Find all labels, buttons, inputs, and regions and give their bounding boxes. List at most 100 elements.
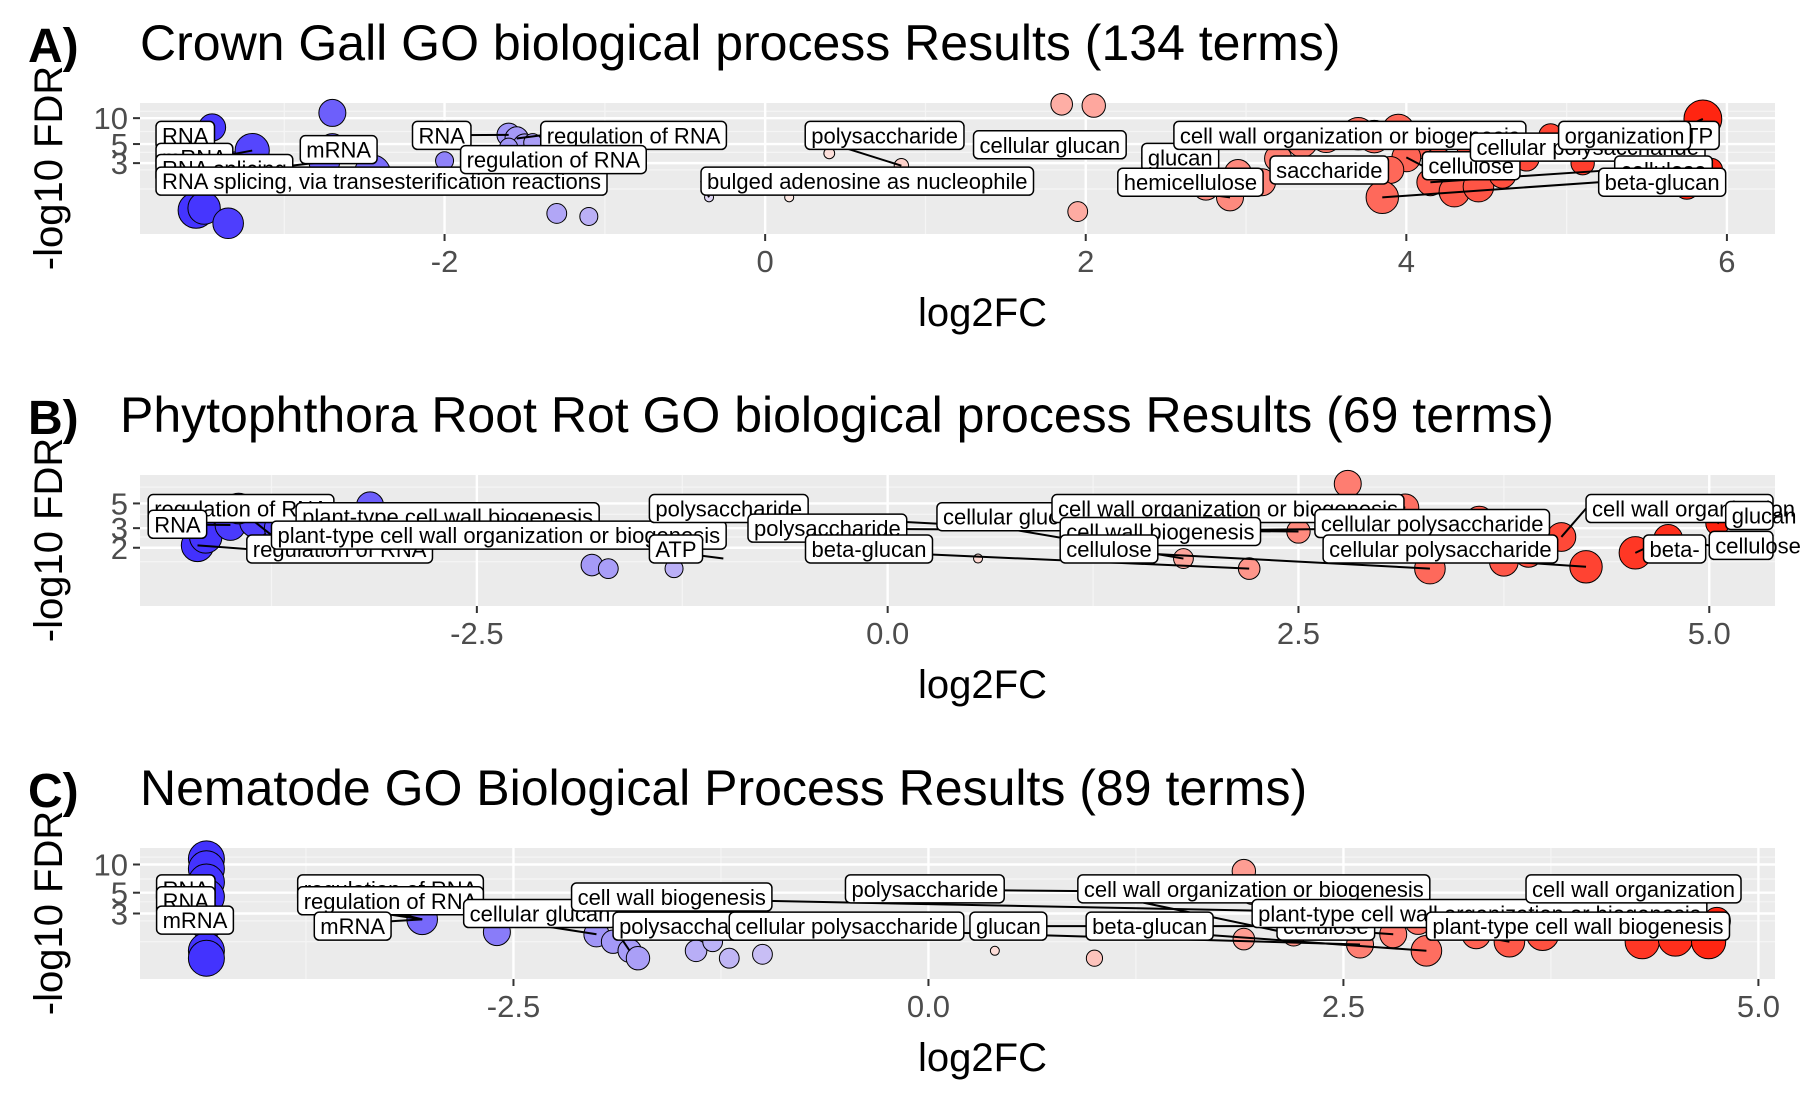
term-label-text: RNA <box>419 123 466 148</box>
term-label-text: beta- <box>1650 537 1700 562</box>
y-tick-label: 10 <box>94 848 128 883</box>
term-label: glucan <box>1724 500 1797 531</box>
term-label-text: polysaccharide <box>811 123 958 148</box>
y-axis-title: -log10 FDR <box>27 438 71 643</box>
x-tick-label: 6 <box>1718 244 1735 279</box>
x-axis-title: log2FC <box>918 291 1047 335</box>
term-label: beta-glucan <box>1085 911 1214 941</box>
y-tick-label: 3 <box>111 511 128 546</box>
data-point <box>1067 201 1089 222</box>
data-point <box>1050 92 1073 116</box>
term-label: RNA <box>411 120 472 151</box>
term-label-box <box>844 874 1005 904</box>
term-label: regulation of RNA <box>539 120 728 151</box>
label-leader-line <box>197 544 247 550</box>
term-label-box <box>1557 120 1692 151</box>
data-point <box>597 558 619 579</box>
term-label-box <box>570 882 773 912</box>
x-tick-label: 0 <box>757 244 774 279</box>
term-label-box <box>155 905 235 935</box>
x-tick-label: -2.5 <box>450 616 503 651</box>
data-point <box>989 945 1000 956</box>
term-label: glucan <box>969 911 1048 941</box>
term-label: plant-type cell wall organization or bio… <box>270 520 727 550</box>
panel-title: Crown Gall GO biological process Results… <box>140 15 1340 71</box>
term-label-text: cellular polysaccharide <box>1321 512 1544 537</box>
term-label-text: cellular polysaccharide <box>735 914 958 939</box>
term-label-box <box>1117 167 1264 197</box>
data-point <box>318 98 347 127</box>
term-label-box <box>972 130 1127 160</box>
data-point <box>579 206 599 226</box>
term-label-text: cell wall biogenesis <box>578 885 766 910</box>
term-label: plant-type cell wall biogenesis <box>1425 911 1731 941</box>
y-tick-label: 2 <box>111 531 128 566</box>
term-label-box <box>1708 530 1774 561</box>
term-label-box <box>648 534 704 564</box>
term-label: mRNA <box>155 905 235 935</box>
term-label-box <box>299 134 378 165</box>
label-leader-line <box>516 134 541 140</box>
term-label: cell wall organization <box>1525 874 1742 904</box>
term-label: bulged adenosine as nucleophile <box>700 166 1035 196</box>
term-label-box <box>969 911 1048 941</box>
term-label: regulation of RNA <box>459 144 647 175</box>
label-leader-line <box>1634 548 1644 554</box>
term-label: regulation of RNA <box>296 886 485 916</box>
term-label: beta- <box>1642 534 1707 564</box>
term-label-text: cell wall organization or biogenesis <box>1180 123 1520 148</box>
y-axis-title: -log10 FDR <box>27 66 71 271</box>
panel-2: -2.5 0.0 2.5 5.0 235 regulation of RNARNAregu… <box>27 387 1800 707</box>
term-label-text: mRNA <box>163 908 228 933</box>
term-label-text: cellulose <box>1715 533 1800 558</box>
term-label-text: beta-glucan <box>1092 914 1207 939</box>
term-label-box <box>1085 911 1214 941</box>
term-label: cell wall organization or biogenesis <box>1077 874 1431 904</box>
term-label-box <box>700 166 1035 196</box>
term-label: cellulose <box>1059 534 1159 564</box>
term-label: cell wall biogenesis <box>570 882 773 912</box>
x-tick-label: 0.0 <box>866 616 909 651</box>
term-label-box <box>1425 911 1731 941</box>
x-tick-label: 2.5 <box>1277 616 1320 651</box>
x-tick-label: 2.5 <box>1322 989 1365 1024</box>
term-label: hemicellulose <box>1117 167 1264 197</box>
x-axis-title: log2FC <box>918 1036 1047 1080</box>
panel-title: Phytophthora Root Rot GO biological proc… <box>120 387 1554 443</box>
term-label: polysaccharide <box>844 874 1005 904</box>
term-label-text: plant-type cell wall organization or bio… <box>277 523 720 548</box>
term-label-text: ATP <box>655 537 696 562</box>
term-label-text: glucan <box>1732 503 1797 528</box>
term-label-box <box>313 911 392 941</box>
term-label-box <box>1322 534 1559 564</box>
term-label: beta-glucan <box>804 534 934 564</box>
x-tick-label: -2.5 <box>487 989 540 1024</box>
term-label: ATP <box>648 534 704 564</box>
term-label-text: plant-type cell wall biogenesis <box>1432 914 1723 939</box>
term-label-box <box>1269 155 1390 185</box>
term-label-text: regulation of RNA <box>547 123 721 148</box>
x-tick-label: 5.0 <box>1737 989 1780 1024</box>
x-tick-label: 2 <box>1077 244 1094 279</box>
x-tick-label: 0.0 <box>907 989 950 1024</box>
term-label-box <box>459 144 647 175</box>
data-point <box>1333 469 1362 498</box>
data-point <box>546 203 568 224</box>
term-label-box <box>804 534 934 564</box>
term-label-box <box>1724 500 1774 531</box>
term-label-box <box>804 120 965 151</box>
y-tick-label: 5 <box>111 876 128 911</box>
data-point <box>752 943 773 965</box>
term-label: mRNA <box>313 911 392 941</box>
term-label: cellular glucan <box>972 130 1127 160</box>
panel-title: Nematode GO Biological Process Results (… <box>140 760 1307 816</box>
term-label-text: cellular polysaccharide <box>1329 537 1552 562</box>
term-label-text: glucan <box>976 914 1041 939</box>
term-label-box <box>1525 874 1742 904</box>
term-label-box <box>270 520 727 550</box>
term-label: cellular polysaccharide <box>728 911 965 941</box>
term-label-box <box>1642 534 1707 564</box>
term-label: organization <box>1557 120 1692 151</box>
